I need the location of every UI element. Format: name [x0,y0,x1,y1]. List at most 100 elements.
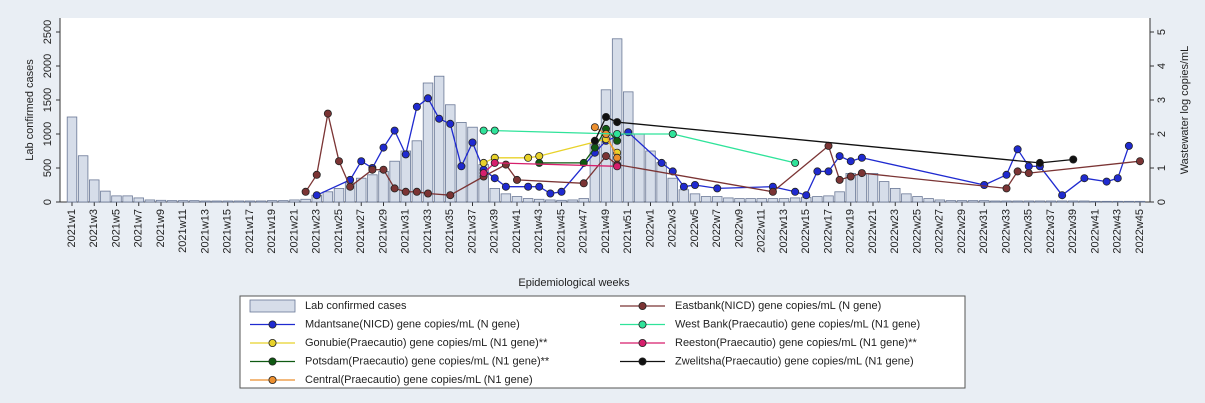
x-tick-label: 2021w21 [288,209,300,254]
marker [535,152,544,161]
line-segment [349,169,373,188]
marker [590,136,599,145]
y-tick-label: 2500 [42,20,54,44]
marker [1024,162,1033,171]
bar [623,91,634,203]
marker [802,191,811,200]
x-tick-label: 2021w47 [578,209,590,254]
line-segment [983,174,1007,186]
bar [278,200,289,203]
marker [479,158,488,167]
legend-marker [638,338,647,347]
line-segment [627,131,663,164]
y-tick-label: 1500 [42,88,54,112]
y2-axis-title: Wastewater log copies/mL [1179,46,1191,175]
bar [756,198,767,203]
marker [357,157,366,166]
line-segment [617,121,1040,164]
bar [645,150,656,203]
legend-label: Mdantsane(NICD) gene copies/mL (N gene) [305,318,520,330]
bar [1023,200,1034,203]
marker [980,180,989,189]
x-tick-label: 2021w3 [88,209,100,248]
bar [901,193,912,203]
marker [835,152,844,161]
y2-tick-label: 2 [1156,131,1168,137]
y2-tick-label: 3 [1156,97,1168,103]
bar [600,89,612,203]
bar [1045,200,1057,203]
bar [456,122,467,203]
line-segment [338,160,351,187]
line-segment [1117,145,1130,179]
marker [613,118,622,127]
marker [1124,141,1133,150]
legend-swatch [249,299,296,313]
x-tick-label: 2021w13 [199,209,211,254]
marker [412,187,421,196]
line-segment [316,179,351,196]
bar [1056,200,1068,203]
y2-tick-label: 5 [1156,29,1168,35]
line-segment [594,116,607,142]
marker [1035,158,1044,167]
x-tick-label: 2021w49 [600,209,612,254]
marker [546,189,555,198]
marker [524,182,533,191]
line-segment [617,163,773,193]
marker [613,153,622,162]
bar [244,200,256,203]
line-segment [1028,160,1141,174]
bar [322,191,334,203]
x-tick-label: 2022w27 [934,209,946,254]
x-axis-title: Epidemiological weeks [518,277,630,289]
bar [1134,200,1146,203]
marker [668,167,677,176]
bar [934,199,945,203]
x-tick-label: 2021w17 [244,209,256,254]
bar [878,181,890,203]
marker [312,170,321,179]
x-tick-label: 2021w5 [110,209,122,248]
y2-tick-label: 1 [1156,165,1168,171]
marker [323,109,332,118]
bar [233,200,245,203]
marker [435,114,444,123]
bar [111,195,122,203]
line-segment [449,123,463,167]
marker [590,123,599,132]
bar [255,200,267,203]
bar [656,162,667,203]
bar [189,200,200,203]
x-tick-label: 2021w29 [377,209,389,254]
bar [1079,200,1090,203]
marker [479,126,488,135]
marker [501,160,510,169]
marker [1069,155,1078,164]
x-tick-label: 2021w7 [133,209,145,248]
line-segment [460,142,474,167]
marker [390,126,399,135]
line-segment [494,162,618,167]
marker [846,157,855,166]
legend-label: Central(Praecautio) gene copies/mL (N1 g… [305,374,533,386]
x-tick-label: 2022w29 [956,209,968,254]
bar [66,116,78,203]
bar [333,187,345,203]
bar [445,104,456,203]
x-tick-label: 2021w27 [355,209,367,254]
marker [535,158,544,167]
marker [579,179,588,188]
bar [923,198,934,203]
x-tick-label: 2022w15 [800,209,812,254]
bar [422,82,434,203]
bar [945,200,957,203]
x-tick-label: 2021w35 [444,209,456,254]
bar [823,195,834,203]
y2-tick-label: 0 [1156,199,1168,205]
bar [678,189,690,203]
marker [535,182,544,191]
legend-marker [268,357,277,366]
x-tick-label: 2022w11 [756,209,768,253]
bar [834,191,845,203]
